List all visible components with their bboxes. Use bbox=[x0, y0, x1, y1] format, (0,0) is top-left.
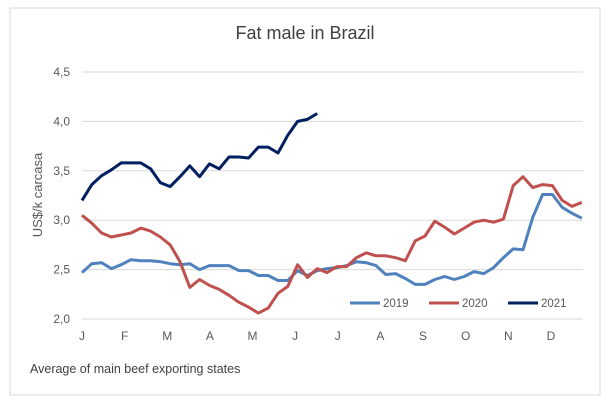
legend-label-2020: 2020 bbox=[462, 298, 488, 310]
x-tick-label: J bbox=[335, 329, 341, 343]
x-tick-label: N bbox=[504, 329, 513, 343]
y-tick-label: 4,5 bbox=[53, 65, 70, 79]
y-tick-label: 4,0 bbox=[53, 114, 70, 128]
chart-note: Average of main beef exporting states bbox=[30, 362, 240, 376]
x-tick-label: M bbox=[162, 329, 172, 343]
x-tick-label: A bbox=[376, 329, 384, 343]
y-tick-label: 2,5 bbox=[53, 263, 70, 277]
y-axis-label: US$/k carcasa bbox=[30, 152, 45, 237]
x-tick-label: J bbox=[292, 329, 298, 343]
y-tick-label: 2,0 bbox=[53, 312, 70, 326]
x-tick-label: O bbox=[461, 329, 470, 343]
x-tick-label: A bbox=[206, 329, 214, 343]
y-tick-label: 3,5 bbox=[53, 164, 70, 178]
y-tick-label: 3,0 bbox=[53, 213, 70, 227]
chart-title: Fat male in Brazil bbox=[235, 23, 374, 43]
series-line-2020 bbox=[81, 175, 583, 315]
series-line-2021 bbox=[80, 112, 318, 202]
x-tick-label: D bbox=[547, 329, 556, 343]
legend-label-2019: 2019 bbox=[383, 298, 409, 310]
x-tick-label: J bbox=[79, 329, 85, 343]
x-tick-label: M bbox=[248, 329, 258, 343]
x-tick-label: S bbox=[419, 329, 427, 343]
legend-label-2021: 2021 bbox=[541, 298, 567, 310]
x-tick-label: F bbox=[121, 329, 128, 343]
